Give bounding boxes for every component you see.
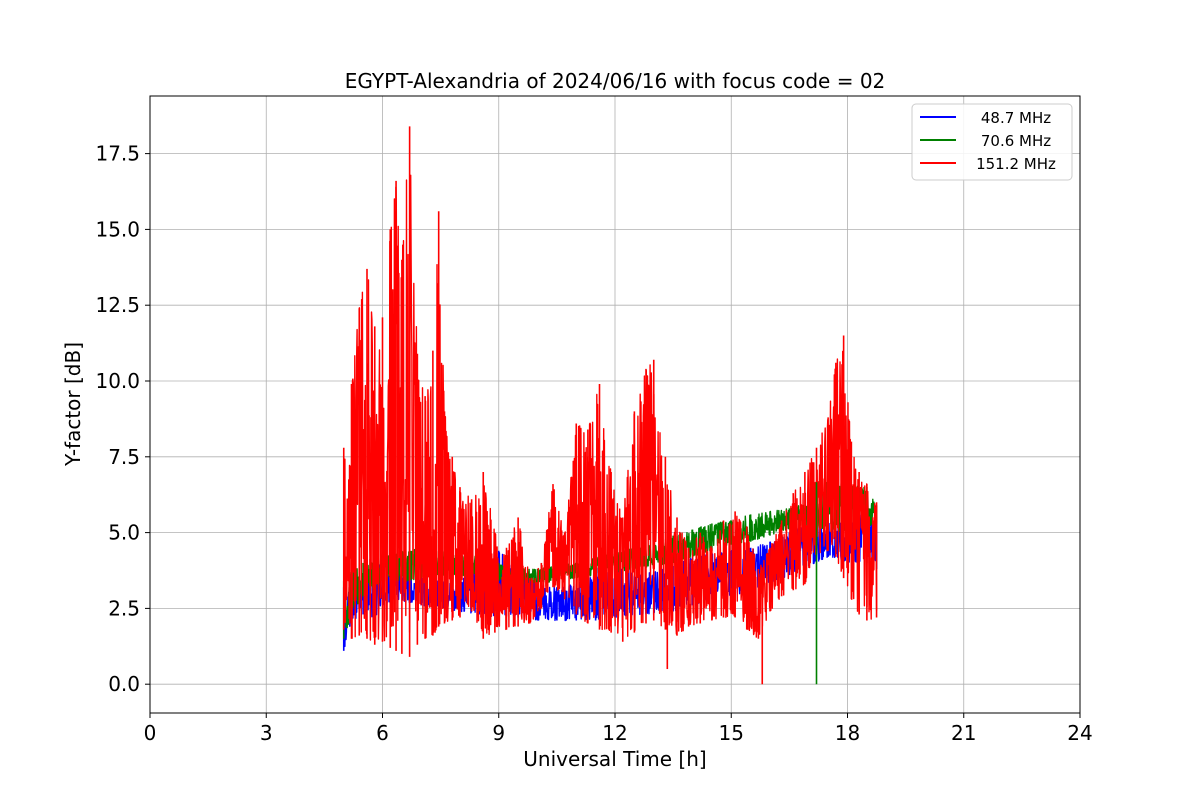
- y-tick-label: 5.0: [108, 521, 140, 545]
- x-tick-label: 6: [376, 721, 389, 745]
- legend-label-48-7: 48.7 MHz: [981, 109, 1051, 127]
- x-tick-label: 0: [144, 721, 157, 745]
- y-tick-label: 12.5: [95, 293, 140, 317]
- y-tick-label: 2.5: [108, 596, 140, 620]
- x-tick-label: 18: [835, 721, 860, 745]
- x-tick-label: 15: [719, 721, 744, 745]
- legend-box: [911, 103, 1073, 181]
- y-tick-label: 0.0: [108, 672, 140, 696]
- x-tick-label: 24: [1067, 721, 1092, 745]
- chart-title: EGYPT-Alexandria of 2024/06/16 with focu…: [345, 69, 886, 93]
- y-tick-label: 7.5: [108, 445, 140, 469]
- y-axis-ticks: 0.0 2.5 5.0 7.5 10.0 12.5 15.0 17.5: [95, 142, 150, 696]
- legend-label-151-2: 151.2 MHz: [976, 155, 1056, 173]
- x-tick-label: 12: [602, 721, 627, 745]
- y-tick-label: 10.0: [95, 369, 140, 393]
- y-tick-label: 17.5: [95, 142, 140, 166]
- x-tick-label: 3: [260, 721, 273, 745]
- legend-entry: 151.2 MHz: [920, 155, 1056, 173]
- y-axis-label: Y-factor [dB]: [61, 342, 85, 467]
- x-axis-ticks: 0 3 6 9 12 15 18 21 24: [144, 713, 1093, 745]
- plot-area: [149, 95, 1081, 714]
- legend-label-70-6: 70.6 MHz: [981, 132, 1051, 150]
- x-tick-label: 21: [951, 721, 976, 745]
- series-layer: [342, 126, 878, 685]
- x-tick-label: 9: [492, 721, 505, 745]
- legend-entry: 70.6 MHz: [920, 132, 1051, 150]
- y-tick-label: 15.0: [95, 217, 140, 241]
- x-axis-label: Universal Time [h]: [523, 747, 706, 771]
- legend: 48.7 MHz 70.6 MHz 151.2 MHz: [911, 103, 1073, 181]
- legend-entry: 48.7 MHz: [920, 109, 1051, 127]
